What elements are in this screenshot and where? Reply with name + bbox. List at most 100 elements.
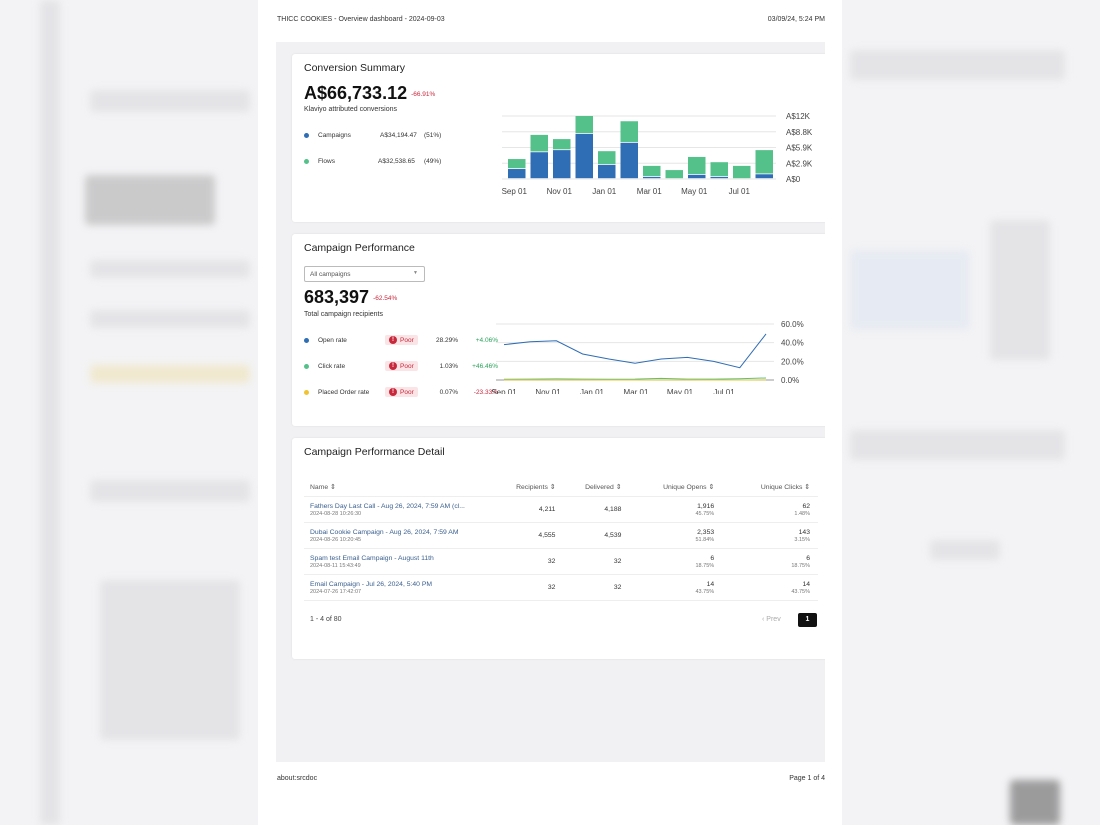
pagination-range: 1 - 4 of 80 xyxy=(310,616,342,623)
card-subtitle: Klaviyo attributed conversions xyxy=(304,106,397,113)
campaign-detail-card: Campaign Performance Detail Name ⇕ Recip… xyxy=(292,438,825,659)
bar-flows-feb[interactable] xyxy=(620,121,639,142)
alert-icon: ! xyxy=(389,388,397,396)
campaign-link[interactable]: Email Campaign - Jul 26, 2024, 5:40 PM xyxy=(310,580,433,588)
y-tick-label: 20.0% xyxy=(781,357,804,366)
bar-flows-jan[interactable] xyxy=(598,151,616,165)
table-header-row: Name ⇕ Recipients ⇕ Delivered ⇕ Unique O… xyxy=(304,478,818,497)
delivered-cell: 32 xyxy=(555,574,622,601)
campaign-date: 2024-08-28 10:26:30 xyxy=(310,510,362,517)
bar-campaigns-oct[interactable] xyxy=(530,152,549,179)
poor-badge: ! Poor xyxy=(385,387,425,397)
bar-flows-aug[interactable] xyxy=(755,150,774,174)
total-delta: -62.54% xyxy=(373,294,398,302)
chevron-down-icon: ▼ xyxy=(413,270,418,276)
bar-campaigns-sep[interactable] xyxy=(508,169,526,179)
bar-flows-apr[interactable] xyxy=(665,170,684,179)
bar-campaigns-mar[interactable] xyxy=(643,176,661,179)
legend-value: A$32,538.65 xyxy=(378,157,415,165)
campaign-link[interactable]: Spam test Email Campaign - August 11th xyxy=(310,554,434,562)
card-title: Campaign Performance Detail xyxy=(304,446,445,458)
bar-flows-nov[interactable] xyxy=(553,139,571,150)
x-tick-label: Mar 01 xyxy=(637,187,662,196)
bar-campaigns-jan[interactable] xyxy=(598,164,616,179)
bar-flows-mar[interactable] xyxy=(643,165,661,177)
metric-value: 28.29% xyxy=(435,336,458,344)
bar-campaigns-may[interactable] xyxy=(688,174,706,179)
bar-flows-jun[interactable] xyxy=(710,162,729,177)
table-row[interactable]: Email Campaign - Jul 26, 2024, 5:40 PM 20… xyxy=(304,574,818,601)
x-tick-label: Jan 01 xyxy=(592,187,617,196)
metric-label: Placed Order rate xyxy=(318,388,370,396)
clicks-cell: 14 43.75% xyxy=(714,574,818,601)
campaigns-dot-icon xyxy=(304,132,309,138)
sort-icon: ⇕ xyxy=(708,484,715,491)
metric-row: Open rate ! Poor 28.29% +4.06% xyxy=(304,334,498,346)
legend-pct: (51%) xyxy=(424,131,442,139)
legend-flows: Flows A$32,538.65 (49%) xyxy=(304,155,441,167)
line-open-rate xyxy=(503,333,767,369)
recipients-total: 683,397 -62.54% xyxy=(304,287,397,308)
recipients-cell: 4,211 xyxy=(484,496,556,523)
table-row[interactable]: Spam test Email Campaign - August 11th 20… xyxy=(304,548,818,575)
column-header-opens[interactable]: Unique Opens ⇕ xyxy=(621,478,715,497)
print-footer-url: about:srcdoc xyxy=(277,775,318,782)
table-row[interactable]: Dubai Cookie Campaign - Aug 26, 2024, 7:… xyxy=(304,522,818,549)
y-tick-label: A$12K xyxy=(786,112,811,121)
recipients-cell: 32 xyxy=(484,574,556,601)
prev-page-button[interactable]: ‹ Prev xyxy=(762,616,781,623)
line-click-rate xyxy=(503,377,767,380)
y-tick-label: 0.0% xyxy=(781,376,799,385)
bar-campaigns-feb[interactable] xyxy=(620,142,639,179)
campaign-filter-dropdown[interactable]: All campaigns ▼ xyxy=(304,266,425,282)
column-header-delivered[interactable]: Delivered ⇕ xyxy=(555,478,622,497)
bar-campaigns-nov[interactable] xyxy=(553,150,571,179)
x-tick-label: May 01 xyxy=(681,187,708,196)
x-tick-label: Mar 01 xyxy=(624,388,649,394)
column-header-clicks[interactable]: Unique Clicks ⇕ xyxy=(714,478,818,497)
bar-campaigns-dec[interactable] xyxy=(575,133,594,179)
bar-flows-sep[interactable] xyxy=(508,159,526,169)
print-header-date: 03/09/24, 5:24 PM xyxy=(767,16,825,23)
delivered-cell: 32 xyxy=(555,548,622,575)
bar-flows-may[interactable] xyxy=(688,156,706,174)
column-header-recipients[interactable]: Recipients ⇕ xyxy=(484,478,556,497)
print-header-title: THICC COOKIES - Overview dashboard - 202… xyxy=(277,16,445,23)
x-tick-label: Jul 01 xyxy=(713,388,735,394)
x-tick-label: Jul 01 xyxy=(729,187,751,196)
metric-change: +46.46% xyxy=(472,362,498,370)
campaign-name-cell[interactable]: Fathers Day Last Call - Aug 26, 2024, 7:… xyxy=(304,496,484,523)
opens-cell: 14 43.75% xyxy=(621,574,715,601)
x-tick-label: Nov 01 xyxy=(547,187,573,196)
bar-campaigns-jun[interactable] xyxy=(710,176,729,179)
sort-icon: ⇕ xyxy=(804,484,810,491)
metric-row: Click rate ! Poor 1.03% +46.46% xyxy=(304,360,498,372)
campaign-date: 2024-08-26 10:20:45 xyxy=(310,536,362,543)
legend-campaigns: Campaigns A$34,194.47 (51%) xyxy=(304,129,441,141)
campaign-date: 2024-07-26 17:42:07 xyxy=(310,588,362,595)
legend-pct: (49%) xyxy=(424,157,442,165)
bar-flows-dec[interactable] xyxy=(575,116,594,134)
x-tick-label: Nov 01 xyxy=(535,388,561,394)
bar-campaigns-aug[interactable] xyxy=(755,174,774,179)
clicks-cell: 6 18.75% xyxy=(714,548,818,575)
page-1-button[interactable]: 1 xyxy=(798,613,817,627)
legend-value: A$34,194.47 xyxy=(380,131,417,139)
column-header-name[interactable]: Name ⇕ xyxy=(304,478,484,497)
bar-flows-oct[interactable] xyxy=(530,134,549,152)
metric-value: 0.07% xyxy=(439,388,458,396)
opens-cell: 6 18.75% xyxy=(621,548,715,575)
campaign-name-cell[interactable]: Spam test Email Campaign - August 11th 20… xyxy=(304,548,484,575)
sort-icon: ⇕ xyxy=(549,484,556,491)
table-row[interactable]: Fathers Day Last Call - Aug 26, 2024, 7:… xyxy=(304,496,818,523)
campaign-link[interactable]: Dubai Cookie Campaign - Aug 26, 2024, 7:… xyxy=(310,528,459,536)
campaign-name-cell[interactable]: Email Campaign - Jul 26, 2024, 5:40 PM 20… xyxy=(304,574,484,601)
campaign-link[interactable]: Fathers Day Last Call - Aug 26, 2024, 7:… xyxy=(310,502,465,510)
metric-dot-icon xyxy=(304,363,309,369)
bar-flows-jul[interactable] xyxy=(733,165,751,179)
campaign-name-cell[interactable]: Dubai Cookie Campaign - Aug 26, 2024, 7:… xyxy=(304,522,484,549)
alert-icon: ! xyxy=(389,336,397,344)
total-value: 683,397 xyxy=(304,287,370,307)
legend-label: Flows xyxy=(318,157,335,165)
